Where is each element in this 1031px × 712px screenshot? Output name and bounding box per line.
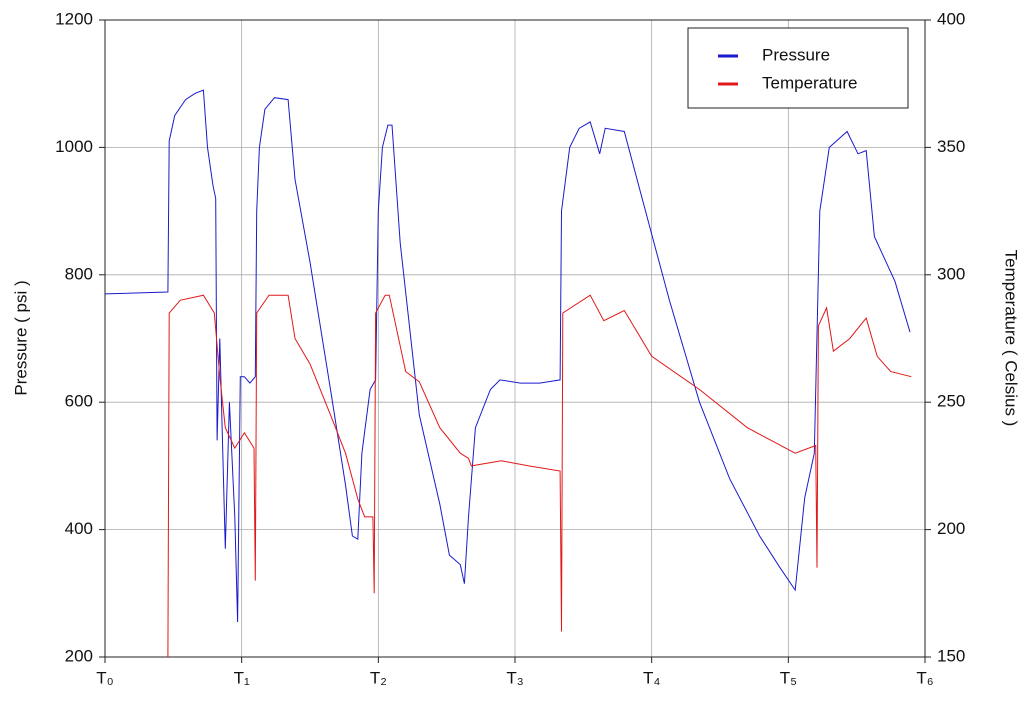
x-tick-label: T₄	[643, 668, 660, 687]
line-series	[104, 89, 911, 623]
y2-tick-label: 150	[937, 646, 965, 665]
x-tick-label: T₁	[234, 668, 250, 687]
y2-tick-label: 200	[937, 519, 965, 538]
y-tick-label: 1200	[55, 9, 93, 28]
y-tick-label: 800	[65, 264, 93, 283]
y-tick-label: 600	[65, 392, 93, 411]
legend-box	[687, 27, 909, 109]
legend-label: Temperature	[762, 73, 857, 92]
y-tick-label: 1000	[55, 137, 93, 156]
x-tick-label: T₆	[916, 668, 933, 687]
plot-frame	[104, 19, 926, 658]
y-tick-label: 400	[65, 519, 93, 538]
x-tick-label: T₂	[370, 668, 387, 687]
y2-tick-label: 400	[937, 9, 965, 28]
y-tick-label: 200	[65, 646, 93, 665]
y2-tick-label: 300	[937, 264, 965, 283]
y2-axis-label: Temperature ( Celsius )	[1002, 250, 1021, 427]
legend-label: Pressure	[762, 45, 830, 64]
x-tick-label: T₀	[96, 668, 113, 687]
x-tick-label: T₅	[780, 668, 797, 687]
y-axis-label: Pressure ( psi )	[11, 280, 30, 395]
y2-tick-label: 250	[937, 392, 965, 411]
line-series	[167, 294, 912, 658]
y2-tick-label: 350	[937, 137, 965, 156]
x-tick-label: T₃	[506, 668, 523, 687]
